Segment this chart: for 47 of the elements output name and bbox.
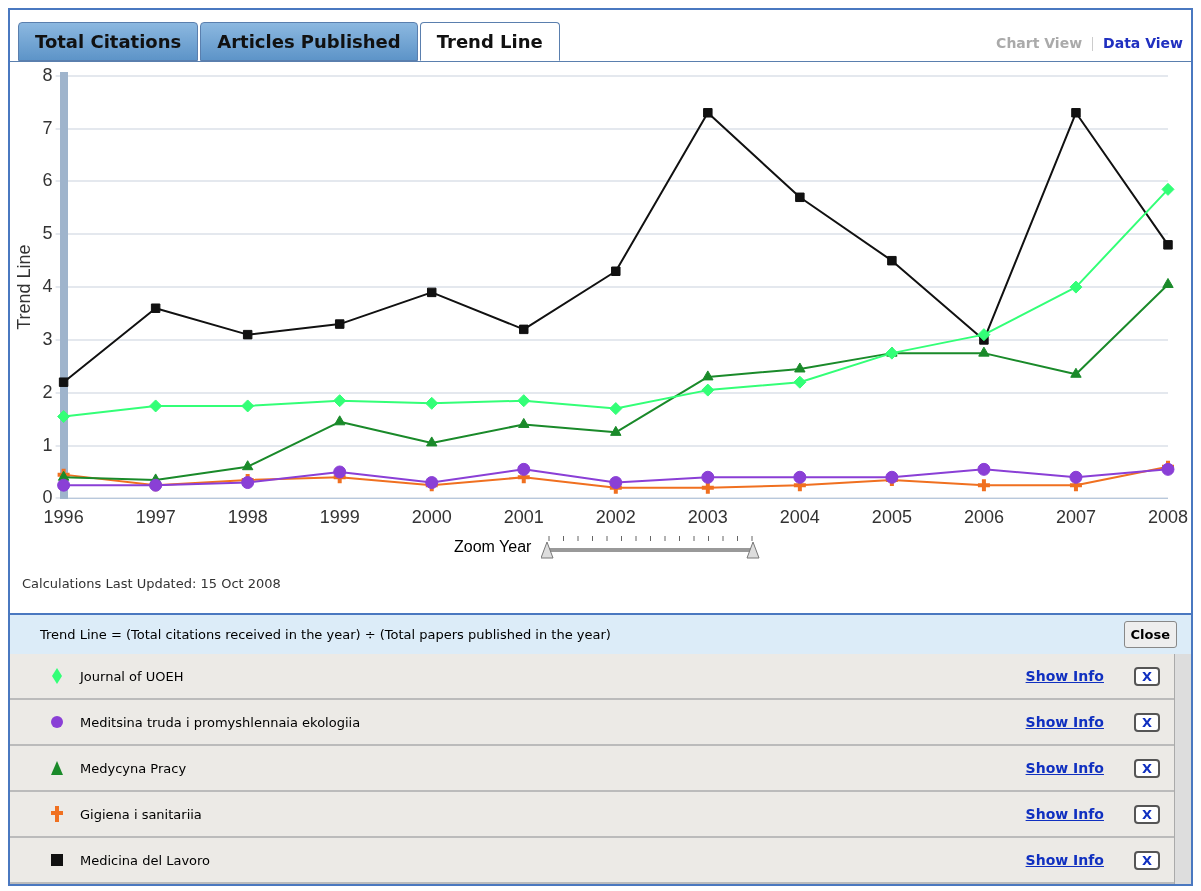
y-tick-label: 5	[42, 223, 53, 244]
text: Trend Line = (Total citations received in the year) ÷ (Total papers published in the year)	[40, 627, 612, 642]
text: Show Info	[1025, 852, 1104, 868]
legend-label: Meditsina truda i promyshlennaia ekologiia	[80, 714, 362, 730]
x-tick-label: 2002	[595, 507, 636, 528]
text: Show Info	[1025, 760, 1104, 776]
text: X	[1141, 806, 1152, 822]
text: Chart View	[996, 35, 1083, 51]
text: Articles Published	[200, 22, 418, 61]
text: Data View	[1103, 35, 1183, 51]
x-tick-label: 2004	[779, 507, 820, 528]
chart-title: Trend Line	[419, 22, 560, 61]
text: Total Citations	[18, 22, 199, 61]
x-tick-label: 2006	[963, 507, 1004, 528]
y-axis-title: Trend Line	[13, 244, 34, 330]
x-tick-label: 2005	[871, 507, 912, 528]
y-tick-label: 0	[42, 487, 53, 508]
text: X	[1141, 714, 1152, 730]
x-tick-label: 1997	[135, 507, 176, 528]
text: Zoom Year	[454, 538, 532, 556]
y-tick-label: 3	[42, 328, 53, 349]
text: X	[1141, 852, 1152, 868]
y-tick-label: 7	[42, 117, 53, 138]
legend-label: Journal of UOEH	[80, 668, 185, 684]
text: Calculations Last Updated: 15 Oct 2008	[21, 575, 282, 593]
y-tick-label: 4	[42, 276, 53, 297]
legend-label: Gigiena i sanitariia	[80, 806, 203, 822]
text: Show Info	[1025, 714, 1104, 730]
x-tick-label: 2000	[411, 507, 452, 528]
text: X	[1133, 666, 1160, 686]
x-tick-label: 2007	[1055, 507, 1096, 528]
legend-label: Medicina del Lavoro	[80, 852, 212, 868]
y-tick-label: 2	[42, 381, 53, 402]
legend-label: Medycyna Pracy	[80, 760, 188, 776]
text: Close	[1123, 621, 1177, 648]
text: Show Info	[1025, 806, 1104, 822]
text: X	[1141, 760, 1152, 776]
y-tick-label: 6	[42, 170, 53, 191]
y-tick-label: 1	[42, 434, 53, 455]
y-tick-label: 8	[42, 64, 53, 85]
x-tick-label: 1998	[227, 507, 268, 528]
x-tick-label: 2001	[503, 507, 544, 528]
text: Show Info	[1025, 668, 1104, 684]
x-tick-label: 1999	[319, 507, 360, 528]
x-tick-label: 2008	[1147, 507, 1188, 528]
x-tick-label: 2003	[687, 507, 728, 528]
x-tick-label: 1996	[43, 507, 84, 528]
